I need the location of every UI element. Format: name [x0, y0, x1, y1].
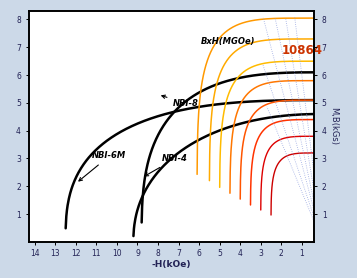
- Text: NBI-6M: NBI-6M: [79, 152, 126, 181]
- Text: NBI-4: NBI-4: [145, 154, 188, 176]
- Text: BxH(MGOe): BxH(MGOe): [201, 38, 256, 46]
- Y-axis label: M,B(kGs): M,B(kGs): [330, 108, 338, 145]
- Text: NBI-8: NBI-8: [162, 95, 198, 108]
- Text: 10864: 10864: [281, 44, 322, 56]
- X-axis label: -H(kOe): -H(kOe): [152, 260, 191, 269]
